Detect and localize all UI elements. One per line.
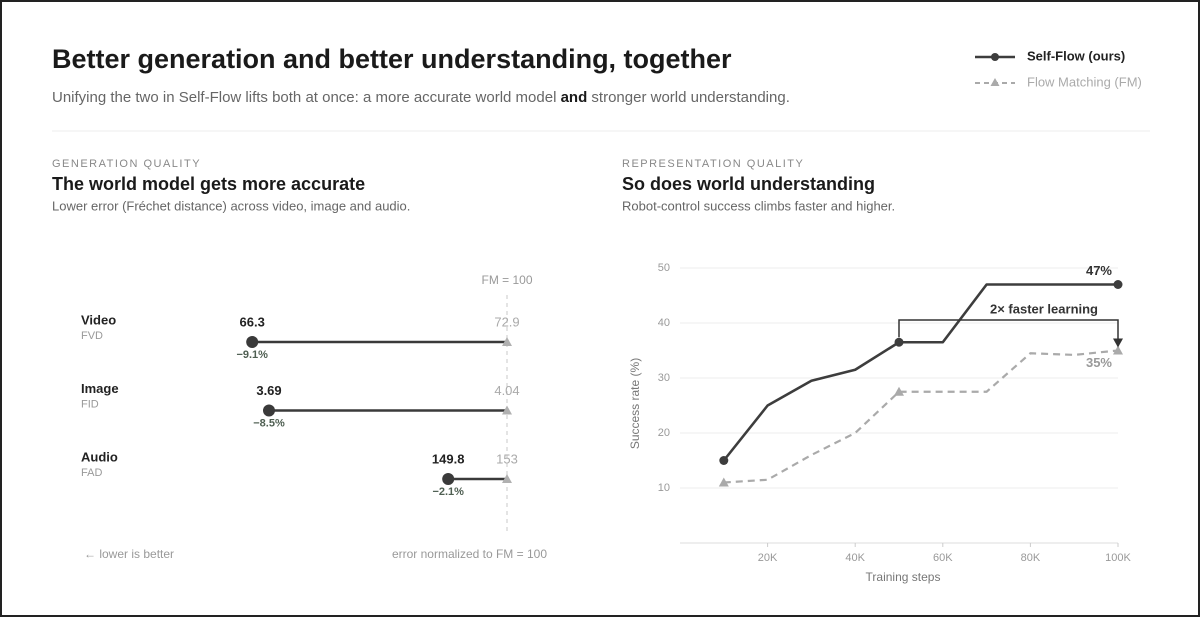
annotation-bracket [898, 319, 1119, 343]
x-tick-label: 100K [1105, 552, 1131, 564]
point [718, 477, 729, 487]
self-flow-value: 66.3 [240, 314, 265, 329]
self-flow-value: 149.8 [432, 451, 465, 466]
row-metric: FAD [81, 467, 102, 479]
point [1113, 345, 1123, 355]
annotation: 2× faster learning [990, 301, 1098, 316]
point [894, 337, 904, 347]
legend-label: Flow Matching (FM) [1027, 74, 1142, 89]
fm-marker [502, 474, 512, 483]
y-tick-label: 30 [658, 372, 670, 384]
self-flow-value: 3.69 [256, 383, 281, 398]
legend-label: Self-Flow (ours) [1027, 48, 1125, 63]
value-label: 47% [1086, 263, 1112, 278]
change-label: −9.1% [236, 349, 268, 361]
page-subtitle: Unifying the two in Self-Flow lifts both… [52, 89, 790, 106]
legend: Self-Flow (ours) Flow Matching (FM) [975, 48, 1142, 89]
row-label: Audio [81, 449, 118, 464]
series-line [722, 283, 1118, 462]
reference-label: FM = 100 [481, 273, 532, 287]
x-tick-label: 40K [845, 552, 865, 564]
point [719, 456, 729, 465]
change-label: −8.5% [253, 417, 285, 429]
chart-subtitle: Robot-control success climbs faster and … [622, 198, 895, 213]
subtitle-part: stronger world understanding. [587, 89, 790, 106]
y-tick-label: 20 [658, 427, 670, 439]
legend-marker [990, 78, 1000, 86]
row-label: Image [81, 381, 119, 396]
x-axis-label: Training steps [866, 570, 941, 584]
fm-value: 153 [496, 451, 518, 466]
chart-kicker: GENERATION QUALITY [52, 158, 201, 170]
self-flow-marker [263, 404, 275, 417]
x-tick-label: 60K [933, 552, 953, 564]
fm-marker [502, 405, 512, 415]
self-flow-marker [442, 473, 455, 485]
value-label: 35% [1086, 355, 1112, 370]
fm-value: 72.9 [494, 314, 519, 329]
x-tick-label: 20K [758, 552, 778, 564]
y-tick-label: 40 [658, 317, 670, 329]
self-flow-marker [246, 336, 259, 348]
row-label: Video [81, 312, 116, 327]
change-label: −2.1% [432, 486, 464, 498]
annotation-bg [1018, 302, 1149, 318]
page-title: Better generation and better understandi… [52, 44, 732, 74]
chart-kicker: REPRESENTATION QUALITY [622, 158, 804, 170]
chart-title: The world model gets more accurate [52, 174, 365, 194]
y-axis-label: Success rate (%) [628, 358, 642, 449]
chart-subtitle: Lower error (Fréchet distance) across vi… [52, 198, 410, 213]
fm-marker [502, 337, 512, 346]
legend-marker [991, 53, 999, 61]
chart-title: So does world understanding [622, 174, 875, 194]
annotation-arrow [1113, 338, 1123, 348]
fm-value: 4.04 [494, 383, 519, 398]
point [1113, 280, 1123, 289]
subtitle-part: Unifying the two in Self-Flow lifts both… [52, 89, 561, 106]
y-tick-label: 50 [658, 262, 670, 274]
row-metric: FVD [81, 330, 103, 342]
subtitle-part: and [561, 89, 588, 106]
point [894, 386, 904, 396]
note-left: ← lower is better [84, 547, 174, 561]
y-tick-label: 10 [658, 482, 670, 494]
row-metric: FID [81, 398, 99, 410]
x-tick-label: 80K [1021, 552, 1041, 564]
note-right: error normalized to FM = 100 [392, 547, 547, 561]
